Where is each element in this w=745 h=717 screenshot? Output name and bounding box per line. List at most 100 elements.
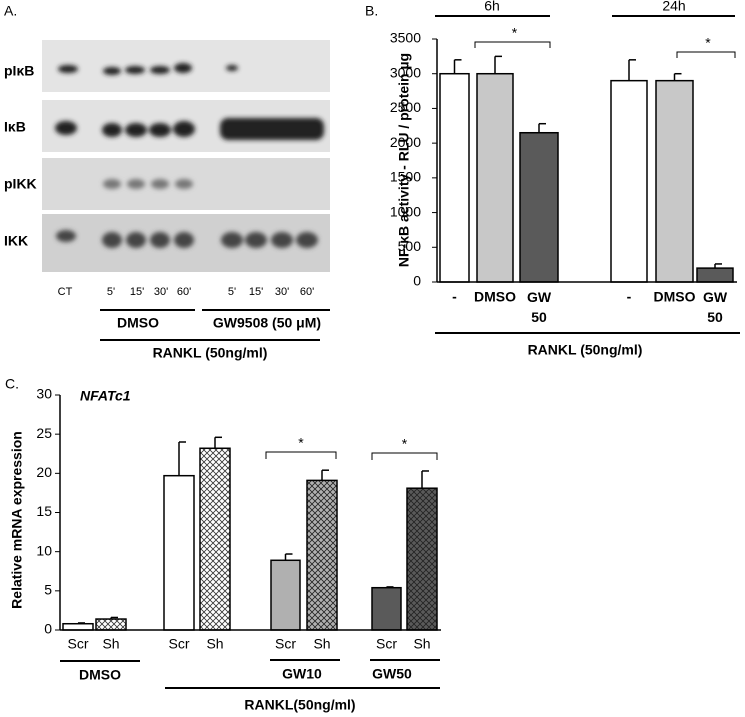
row-label: IκB	[4, 119, 26, 135]
y-tick-label: 25	[36, 425, 52, 441]
bar	[371, 586, 402, 631]
y-axis-label: NF-κB activity - RLU / protein µg	[396, 53, 412, 267]
lane-label: 30'	[154, 286, 168, 298]
x-axis-label: RANKL (50ng/ml)	[528, 342, 643, 358]
group-label: GW9508 (50 μM)	[213, 315, 321, 331]
bar	[406, 487, 438, 631]
group-label: GW10	[282, 666, 322, 682]
bar	[476, 72, 514, 283]
y-tick-label: 2000	[390, 134, 421, 150]
band	[103, 179, 121, 189]
sig-bracket	[265, 451, 337, 459]
row-label: pIκB	[4, 63, 34, 79]
y-tick-label: 500	[398, 238, 422, 254]
bar	[199, 447, 231, 631]
y-tick-label: 3500	[390, 30, 421, 46]
label-line: 50	[531, 309, 547, 325]
lane-label: 30'	[275, 286, 289, 298]
band	[296, 232, 318, 248]
sig-star: *	[705, 35, 711, 51]
label-line: GW	[703, 289, 728, 305]
bar	[62, 622, 94, 631]
y-tick-label: 20	[36, 464, 52, 480]
band	[150, 232, 170, 248]
group-label: DMSO	[79, 667, 121, 683]
y-tick-label: 1000	[390, 203, 421, 219]
bar	[610, 79, 648, 283]
group-label: DMSO	[117, 315, 159, 331]
band	[126, 232, 146, 248]
band	[221, 232, 243, 248]
lane-label: 60'	[177, 286, 191, 298]
x-tick-label: Scr	[376, 636, 397, 652]
bar	[439, 72, 470, 283]
row-label: pIKK	[4, 176, 37, 192]
sig-star: *	[298, 435, 304, 451]
blot-group-lines	[100, 309, 330, 341]
blot-strips	[42, 40, 330, 272]
bar	[519, 131, 559, 283]
band	[56, 230, 76, 242]
band	[125, 66, 145, 74]
band	[151, 179, 169, 189]
lane-label: CT	[58, 286, 73, 298]
band	[58, 65, 78, 73]
y-tick-label: 1500	[390, 169, 421, 185]
x-tick-label: Sh	[413, 636, 430, 652]
x-tick-label: Sh	[206, 636, 223, 652]
x-axis-label: RANKL(50ng/ml)	[244, 697, 355, 713]
sig-star: *	[402, 436, 408, 452]
x-tick-label: -	[452, 289, 457, 305]
sig-bracket	[474, 41, 551, 48]
lane-label: 5'	[228, 286, 236, 298]
bar	[270, 559, 301, 631]
lane-label: 15'	[249, 286, 263, 298]
bar	[696, 267, 734, 283]
time-label: 6h	[484, 0, 500, 14]
bar	[306, 479, 338, 631]
sig-bracket	[371, 452, 438, 460]
x-tick-label: Sh	[102, 636, 119, 652]
treatment-label: RANKL (50ng/ml)	[153, 345, 268, 361]
bar	[163, 474, 195, 631]
y-tick-label: 2500	[390, 99, 421, 115]
band	[103, 67, 121, 75]
x-tick-label: GW 50	[703, 289, 728, 325]
band	[220, 118, 324, 140]
blot-bands-faint	[56, 179, 318, 248]
label-line: 50	[707, 309, 723, 325]
band	[175, 179, 193, 189]
y-tick-label: 0	[413, 273, 421, 289]
panel-label: C.	[5, 376, 19, 392]
x-tick-label: Scr	[169, 636, 190, 652]
x-tick-label: DMSO	[474, 289, 516, 305]
band	[55, 121, 77, 135]
y-tick-label: 10	[36, 542, 52, 558]
band	[125, 123, 147, 137]
y-tick-label: 3000	[390, 64, 421, 80]
panel-label: A.	[4, 3, 17, 19]
band	[149, 123, 171, 137]
band	[271, 232, 293, 248]
x-tick-label: Scr	[275, 636, 296, 652]
x-tick-label: GW 50	[527, 289, 552, 325]
x-tick-label: Scr	[68, 636, 89, 652]
label-line: GW	[527, 289, 552, 305]
band	[127, 179, 145, 189]
lane-label: 5'	[107, 286, 115, 298]
panel-label: B.	[365, 3, 378, 19]
bar	[95, 618, 127, 631]
x-tick-label: Sh	[313, 636, 330, 652]
y-axis-label: Relative mRNA expression	[9, 431, 25, 609]
lane-label: 15'	[130, 286, 144, 298]
band	[173, 121, 195, 137]
x-tick-label: DMSO	[654, 289, 696, 305]
lane-label: 60'	[300, 286, 314, 298]
band	[174, 232, 194, 248]
band	[150, 66, 170, 74]
y-tick-label: 30	[36, 386, 52, 402]
band	[245, 232, 267, 248]
band	[102, 123, 122, 137]
band	[226, 65, 238, 71]
blot-bands	[55, 63, 324, 140]
